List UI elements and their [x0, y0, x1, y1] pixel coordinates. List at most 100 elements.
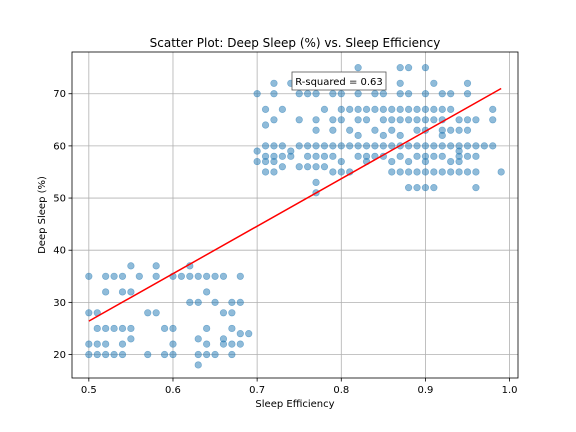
data-point	[203, 288, 211, 296]
data-point	[430, 105, 438, 113]
y-tick-label: 60	[53, 141, 66, 152]
data-point	[354, 131, 362, 140]
data-point	[337, 142, 345, 150]
axes-frame	[71, 51, 519, 379]
data-point	[413, 105, 421, 113]
data-point	[455, 126, 463, 134]
data-point	[85, 309, 93, 317]
data-point	[93, 340, 101, 348]
annotation-text: R-squared = 0.63	[295, 77, 383, 88]
y-tick-label: 30	[53, 298, 66, 309]
data-point	[278, 152, 286, 160]
data-point	[337, 157, 345, 166]
data-point	[480, 142, 488, 150]
data-point	[447, 126, 455, 134]
data-point	[203, 272, 211, 280]
data-point	[463, 79, 472, 87]
data-point	[413, 184, 421, 192]
data-point	[489, 105, 497, 113]
data-point	[489, 116, 497, 124]
data-point	[472, 184, 480, 192]
data-point	[388, 168, 396, 176]
data-point	[144, 309, 152, 317]
data-point	[430, 79, 438, 87]
data-point	[388, 157, 396, 166]
data-point	[362, 116, 371, 124]
data-point	[118, 288, 127, 296]
data-point	[270, 142, 278, 150]
data-point	[421, 168, 430, 176]
data-point	[312, 152, 320, 160]
data-point	[337, 168, 345, 176]
data-point	[203, 324, 211, 333]
data-point	[261, 168, 270, 176]
data-point	[371, 126, 379, 134]
data-point	[421, 184, 430, 192]
data-point	[472, 142, 480, 150]
data-point	[421, 90, 430, 98]
data-point	[102, 288, 110, 296]
data-point	[270, 168, 278, 176]
data-point	[245, 330, 253, 338]
data-point	[438, 168, 446, 176]
data-point	[152, 262, 160, 270]
data-point	[463, 126, 472, 134]
data-point	[405, 105, 413, 113]
data-point	[405, 64, 413, 72]
data-point	[472, 152, 480, 160]
data-point	[388, 105, 396, 113]
data-point	[85, 340, 93, 348]
data-point	[278, 105, 286, 113]
data-point	[396, 152, 404, 160]
data-point	[304, 90, 312, 98]
regression-line	[88, 87, 502, 322]
data-point	[329, 142, 337, 150]
data-point	[455, 116, 463, 124]
data-point	[421, 142, 430, 150]
data-point	[472, 116, 480, 124]
x-tick-label: 1.0	[502, 385, 518, 396]
data-point	[320, 142, 329, 150]
data-point	[405, 90, 413, 98]
data-point	[438, 105, 446, 113]
data-point	[396, 131, 404, 140]
data-point	[110, 272, 118, 280]
data-point	[405, 116, 413, 124]
x-tick-label: 0.5	[81, 385, 97, 396]
data-point	[413, 142, 421, 150]
data-point	[312, 126, 320, 134]
data-point	[211, 298, 219, 306]
data-point	[421, 105, 430, 113]
data-point	[312, 90, 320, 98]
data-point	[463, 90, 472, 98]
y-tick-label: 50	[53, 194, 66, 205]
data-point	[236, 298, 244, 306]
data-point	[236, 272, 244, 280]
data-point	[354, 64, 362, 72]
data-point	[463, 116, 472, 124]
data-point	[135, 272, 143, 280]
data-point	[219, 272, 228, 280]
data-point	[430, 152, 438, 160]
data-point	[421, 116, 430, 124]
data-point	[253, 157, 261, 166]
annotation-box	[291, 71, 387, 91]
data-point	[388, 142, 396, 150]
data-point	[455, 157, 463, 166]
data-point	[320, 105, 329, 113]
y-tick-label: 20	[53, 350, 66, 361]
data-point	[228, 309, 236, 317]
data-point	[160, 350, 169, 359]
data-point	[127, 262, 135, 270]
data-point	[430, 168, 438, 176]
data-point	[447, 105, 455, 113]
data-point	[337, 90, 345, 98]
data-point	[430, 142, 438, 150]
data-point	[371, 90, 379, 98]
data-point	[194, 298, 202, 306]
r-squared-annotation: R-squared = 0.63	[291, 71, 387, 91]
data-point	[421, 64, 430, 72]
data-point	[396, 64, 404, 72]
